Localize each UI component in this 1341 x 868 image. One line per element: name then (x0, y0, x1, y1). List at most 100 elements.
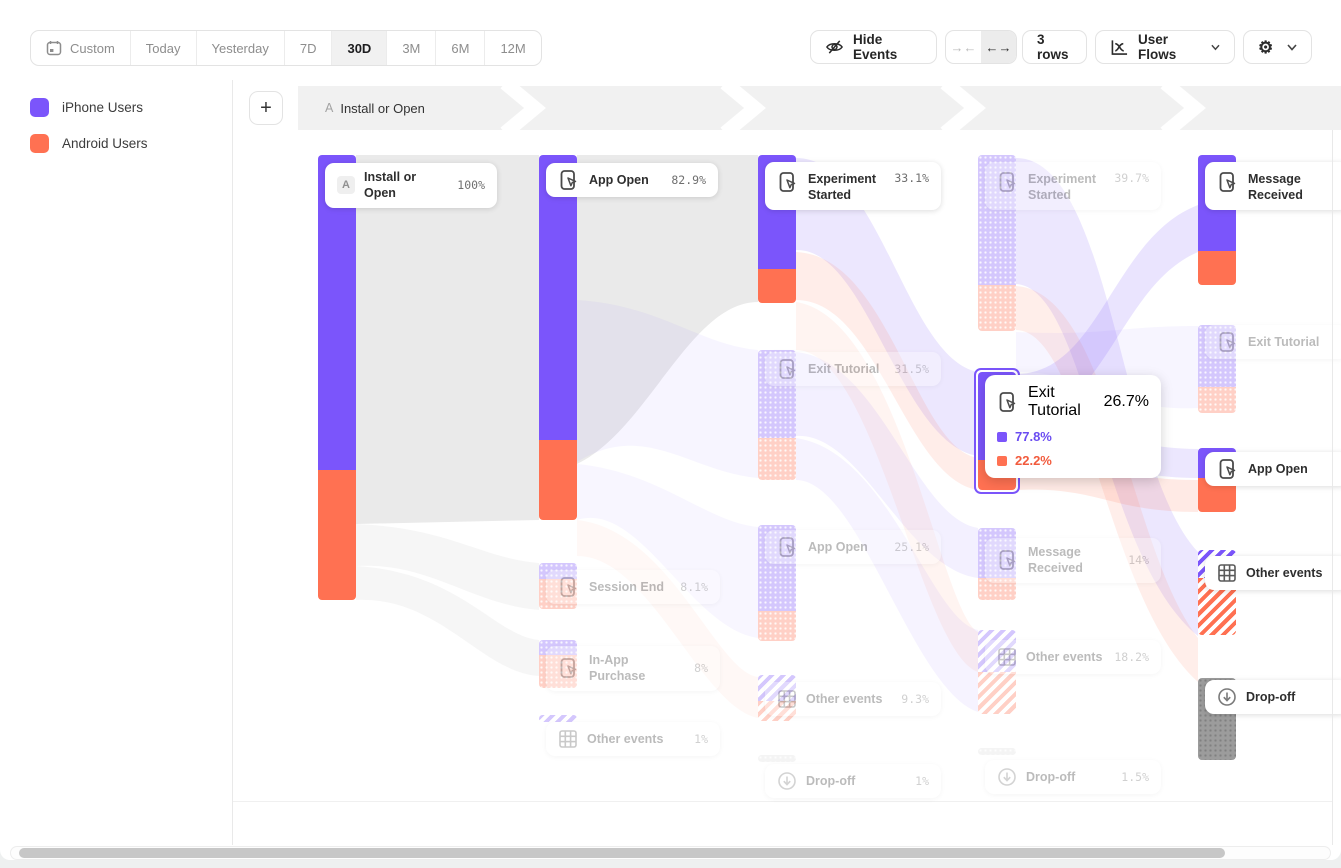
node-bar[interactable] (1198, 325, 1236, 413)
flow-node-app-open[interactable] (539, 155, 577, 520)
node-label-card[interactable]: App Open (1205, 452, 1341, 486)
date-range-3m[interactable]: 3M (387, 31, 437, 65)
node-label-card[interactable]: Drop-off 1.5% (985, 760, 1161, 794)
node-bar[interactable] (539, 563, 577, 609)
node-label-card[interactable]: Message Received (1205, 162, 1341, 210)
bar-segment (978, 748, 1016, 755)
flow-node-install-or-open[interactable] (318, 155, 356, 600)
settings-dropdown-button[interactable]: ⚙ (1243, 30, 1312, 64)
bar-segment (758, 525, 796, 611)
node-label-card[interactable]: Other events 9.3% (765, 682, 941, 716)
node-label-card[interactable]: Experiment Started 33.1% (765, 162, 941, 210)
expand-arrows-icon: ←→ (985, 39, 1012, 55)
node-percentage: 31.5% (894, 362, 929, 376)
date-range-7d[interactable]: 7D (285, 31, 333, 65)
flow-node-other-events[interactable] (539, 715, 577, 722)
node-label-card[interactable]: Drop-off 1% (765, 764, 941, 798)
date-range-yesterday[interactable]: Yesterday (197, 31, 285, 65)
legend-item-iphone-users[interactable]: iPhone Users (30, 98, 143, 117)
scrollbar-thumb[interactable] (19, 848, 1225, 858)
bar-segment (758, 438, 796, 480)
node-bar[interactable] (758, 525, 796, 641)
node-name: App Open (808, 539, 868, 554)
date-range-6m[interactable]: 6M (436, 31, 486, 65)
user-flows-icon (1111, 39, 1128, 55)
event-icon (1219, 332, 1236, 352)
horizontal-scrollbar[interactable] (10, 846, 1331, 860)
flow-node-experiment-started[interactable] (978, 155, 1016, 331)
node-bar[interactable] (978, 528, 1016, 600)
date-range-custom[interactable]: Custom (31, 31, 131, 65)
series-swatch (997, 431, 1007, 442)
rows-button[interactable]: 3 rows (1022, 30, 1087, 64)
node-label-card[interactable]: Exit Tutorial (1205, 325, 1341, 359)
flow-node-exit-tutorial[interactable] (1198, 325, 1236, 413)
node-bar[interactable] (978, 748, 1016, 755)
node-name: In-App Purchase (589, 653, 646, 684)
flow-node-exit-tutorial[interactable] (758, 350, 796, 480)
flow-node-session-end[interactable] (539, 563, 577, 609)
node-name: Experiment Started (1028, 172, 1097, 203)
node-bar[interactable] (978, 155, 1016, 331)
node-bar[interactable] (539, 715, 577, 722)
flow-node-drop-off[interactable] (978, 748, 1016, 755)
legend-item-android-users[interactable]: Android Users (30, 134, 148, 153)
node-name: Other events (1246, 565, 1323, 580)
node-label-card[interactable]: Exit Tutorial 31.5% (765, 352, 941, 386)
node-label-card[interactable]: Other events (1205, 556, 1341, 590)
node-label-card[interactable]: App Open 82.9% (546, 163, 718, 197)
chart-bottom-border (233, 801, 1332, 802)
node-name: Other events (587, 731, 664, 746)
date-range-30d[interactable]: 30D (332, 31, 388, 65)
breadcrumb-step[interactable]: A Install or Open (325, 86, 425, 130)
bar-segment (539, 440, 577, 520)
node-bar[interactable] (758, 350, 796, 480)
date-range-label: Yesterday (211, 40, 269, 56)
node-label-card[interactable]: Other events 1% (546, 722, 720, 756)
node-bar[interactable] (758, 755, 796, 762)
event-icon (999, 550, 1016, 571)
flow-node-other-events[interactable] (978, 630, 1016, 714)
node-label-card[interactable]: Experiment Started 39.7% (985, 162, 1161, 210)
collapse-expand-toggle: →← ←→ (945, 30, 1017, 64)
bar-segment (539, 563, 577, 579)
node-bar[interactable] (978, 630, 1016, 714)
node-label-card[interactable]: App Open 25.1% (765, 530, 941, 564)
date-range-12m[interactable]: 12M (485, 31, 540, 65)
node-label-card[interactable]: Session End 8.1% (546, 570, 720, 604)
flow-node-drop-off[interactable] (758, 755, 796, 762)
node-bar[interactable] (539, 640, 577, 688)
expand-columns-button[interactable]: ←→ (981, 31, 1016, 63)
date-range-today[interactable]: Today (131, 31, 197, 65)
flow-node-app-open[interactable] (758, 525, 796, 641)
view-type-dropdown[interactable]: User Flows (1095, 30, 1235, 64)
node-label-card[interactable]: Message Received 14% (985, 538, 1161, 583)
node-label-card[interactable]: Drop-off (1205, 680, 1341, 714)
legend-label: Android Users (62, 136, 148, 151)
node-label-card[interactable]: In-App Purchase 8% (546, 646, 720, 691)
collapse-arrows-icon: →← (950, 39, 977, 55)
collapse-columns-button[interactable]: →← (946, 31, 981, 63)
calendar-icon (46, 41, 62, 56)
flow-ribbon (356, 155, 539, 524)
step-letter-badge: A (337, 176, 355, 195)
drop-off-icon (1218, 688, 1236, 706)
chevron-down-icon (1211, 44, 1220, 50)
hide-events-button[interactable]: Hide Events (810, 30, 937, 64)
flow-node-experiment-started[interactable] (758, 155, 796, 303)
node-percentage: 8.1% (680, 580, 708, 594)
node-label-card[interactable]: A Install or Open 100% (325, 163, 497, 208)
flow-node-in-app-purchase[interactable] (539, 640, 577, 688)
node-percentage: 1.5% (1121, 770, 1149, 784)
node-bar[interactable] (318, 155, 356, 600)
sidebar-divider (232, 80, 233, 845)
node-bar[interactable] (539, 155, 577, 520)
add-step-button[interactable]: + (249, 91, 283, 125)
flow-node-message-received[interactable] (978, 528, 1016, 600)
flow-node-other-events[interactable] (758, 675, 796, 721)
chart-right-border (1332, 130, 1333, 845)
node-label-card[interactable]: Other events 18.2% (985, 640, 1161, 674)
node-bar[interactable] (758, 675, 796, 721)
gear-icon: ⚙ (1258, 37, 1274, 57)
node-bar[interactable] (758, 155, 796, 303)
